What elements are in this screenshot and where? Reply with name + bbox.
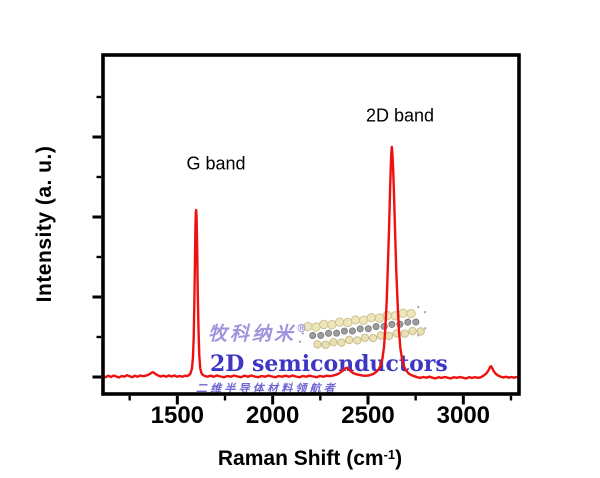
y-axis-label: Intensity (a. u.): [33, 145, 56, 303]
x-axis-label: Raman Shift (cm-1): [218, 447, 402, 471]
watermark-brand-text: 牧科纳米: [208, 323, 297, 345]
x-tick-label: 2000: [245, 402, 300, 429]
plot-border: [101, 53, 521, 396]
watermark-brand-chinese: 牧科纳米®: [208, 319, 307, 346]
x-tick-label: 3000: [436, 402, 491, 429]
x-axis-label-superscript: -1: [383, 447, 396, 462]
x-tick-label: 2500: [341, 402, 395, 429]
annotation-g-band: G band: [186, 153, 246, 174]
x-axis-label-text: Raman Shift (cm: [217, 447, 384, 470]
raman-curve: [101, 145, 520, 380]
annotation-2d-band: 2D band: [365, 105, 435, 126]
watermark-slogan-chinese: 二维半导体材料领航者: [196, 382, 338, 395]
registered-mark: ®: [296, 322, 308, 335]
x-axis-label-close: ): [395, 447, 403, 470]
axis-ticks: [92, 95, 513, 405]
x-tick-label: 1500: [150, 402, 205, 429]
